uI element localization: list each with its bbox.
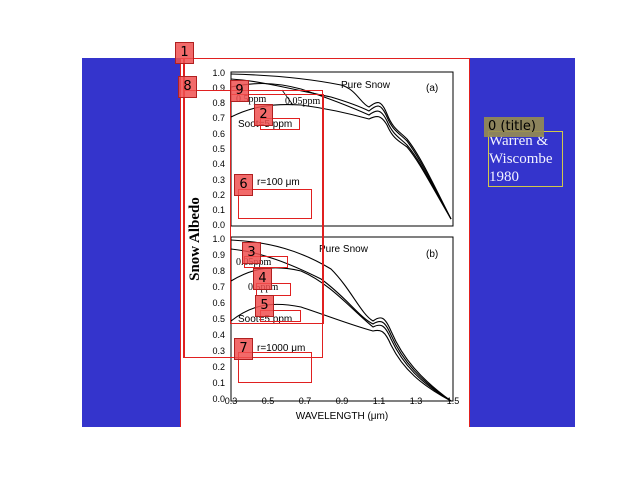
panel-a-curve-05 <box>230 83 452 220</box>
annotation-tag: 5 <box>255 295 274 317</box>
annotation-tag: 4 <box>253 268 272 290</box>
panel-a-ytick: 0.4 <box>212 159 225 169</box>
panel-b-ytick: 0.8 <box>212 266 225 276</box>
panel-a-ytick: 0.2 <box>212 190 225 200</box>
x-tick: 0.3 <box>225 396 238 406</box>
title-tag: 0 (title) <box>484 117 544 137</box>
panel-a-ytick: 0.9 <box>212 83 225 93</box>
panel-b-curve-005 <box>230 248 452 402</box>
panel-a-arrow <box>281 89 294 106</box>
panel-a-ytick: 1.0 <box>212 68 225 78</box>
panel-b-soot-label: Soot=5 ppm <box>238 314 292 325</box>
panel-a-ytick: 0.5 <box>212 144 225 154</box>
panel-b-curve-pure <box>230 239 452 402</box>
albedo-plot: Snow Albedo 1.0 0.9 0.8 0.7 0.6 0.5 0.4 … <box>187 68 460 422</box>
annotation-tag: 2 <box>254 104 273 126</box>
annotation-tag: 6 <box>234 174 253 196</box>
x-tick: 0.5 <box>262 396 275 406</box>
panel-b-letter: (b) <box>426 249 438 260</box>
x-tick: 0.7 <box>299 396 312 406</box>
annotation-box-7 <box>238 352 312 383</box>
x-tick: 0.9 <box>336 396 349 406</box>
panel-b-ytick: 0.1 <box>212 378 225 388</box>
panel-a-ytick: 0.0 <box>212 220 225 230</box>
panel-b-ytick: 0.0 <box>212 394 225 404</box>
annotation-tag: 8 <box>178 76 197 98</box>
panel-b-ytick: 0.3 <box>212 346 225 356</box>
panel-a-curve-pure <box>230 73 452 220</box>
panel-a-frame <box>230 71 454 227</box>
panel-a-pure-snow-label: Pure Snow <box>341 80 391 91</box>
panel-a-ytick: 0.8 <box>212 98 225 108</box>
panel-b-pure-snow-label: Pure Snow <box>319 244 369 255</box>
panel-a-curves <box>230 73 452 220</box>
panel-b-radius-label: r=1000 μm <box>257 343 305 354</box>
panel-a-ytick: 0.6 <box>212 129 225 139</box>
albedo-figure: Snow Albedo 1.0 0.9 0.8 0.7 0.6 0.5 0.4 … <box>180 58 470 427</box>
panel-a-curve-soot <box>230 104 452 220</box>
panel-a-y-ticks: 1.0 0.9 0.8 0.7 0.6 0.5 0.4 0.3 0.2 0.1 … <box>212 68 225 230</box>
x-ticks: 0.3 0.5 0.7 0.9 1.1 1.3 1.5 <box>225 396 460 406</box>
panel-b-frame <box>230 236 454 402</box>
x-axis-label: WAVELENGTH (μm) <box>296 411 388 422</box>
x-tick: 1.5 <box>447 396 460 406</box>
x-tick: 1.3 <box>410 396 423 406</box>
x-tick: 1.1 <box>373 396 386 406</box>
panel-a-radius-label: r=100 μm <box>257 177 300 188</box>
panel-b-ytick: 0.7 <box>212 282 225 292</box>
panel-b-ytick: 0.2 <box>212 362 225 372</box>
panel-b-ytick: 0.9 <box>212 250 225 260</box>
annotation-tag: 3 <box>242 242 261 264</box>
panel-a-ytick: 0.1 <box>212 205 225 215</box>
panel-b-ytick: 0.6 <box>212 298 225 308</box>
panel-b-curve-soot <box>230 303 452 402</box>
panel-a-ytick: 0.3 <box>212 175 225 185</box>
panel-b-ytick: 1.0 <box>212 234 225 244</box>
slide-title: Warren & Wiscombe 1980 <box>488 131 563 187</box>
y-axis-label: Snow Albedo <box>187 197 203 281</box>
annotation-tag: 9 <box>230 80 249 102</box>
panel-b-ytick: 0.4 <box>212 330 225 340</box>
annotation-tag: 7 <box>234 338 253 360</box>
panel-a-ytick: 0.7 <box>212 113 225 123</box>
panel-a-letter: (a) <box>426 83 438 94</box>
annotation-box-9 <box>230 94 324 324</box>
panel-b-ytick: 0.5 <box>212 314 225 324</box>
panel-a-005ppm-label: 0.05ppm <box>285 96 321 107</box>
annotation-box-6 <box>238 189 312 219</box>
annotation-box-8 <box>183 90 323 358</box>
annotation-tag: 1 <box>175 42 194 64</box>
panel-a-05ppm-label: 0.5ppm <box>236 94 267 105</box>
panel-b-y-ticks: 1.0 0.9 0.8 0.7 0.6 0.5 0.4 0.3 0.2 0.1 … <box>212 234 225 404</box>
